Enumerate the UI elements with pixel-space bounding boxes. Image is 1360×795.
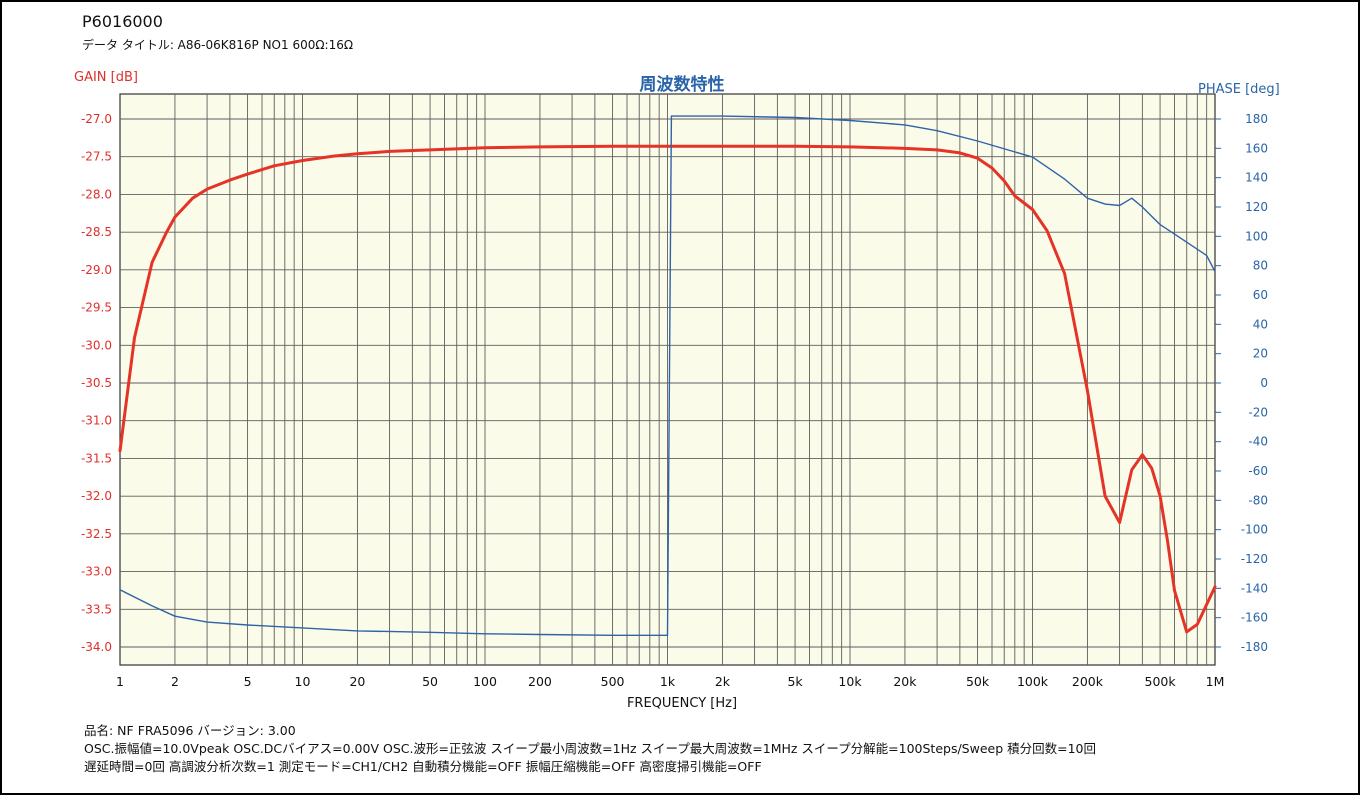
x-tick-label: 5k — [787, 674, 803, 689]
phase-tick-label: -140 — [1241, 581, 1268, 595]
x-tick-label: 500 — [601, 674, 625, 689]
phase-tick-label: -180 — [1241, 640, 1268, 654]
gain-series-line — [118, 144, 1217, 634]
gain-tick-label: -31.0 — [81, 414, 112, 428]
data-title: データ タイトル: A86-06K816P NO1 600Ω:16Ω — [82, 38, 354, 52]
phase-tick-label: -100 — [1241, 523, 1268, 537]
phase-tick-label: -160 — [1241, 611, 1268, 625]
gain-tick-label: -32.0 — [81, 489, 112, 503]
gain-tick-label: -31.5 — [81, 451, 112, 465]
chart-title: 周波数特性 — [639, 75, 725, 95]
x-tick-label: 2k — [715, 674, 731, 689]
x-tick-label: 500k — [1145, 674, 1177, 689]
phase-tick-label: 0 — [1260, 376, 1268, 390]
x-tick-label: 200k — [1072, 674, 1104, 689]
gain-tick-label: -29.5 — [81, 301, 112, 315]
gain-tick-label: -30.5 — [81, 376, 112, 390]
phase-tick-label: -20 — [1248, 405, 1268, 419]
phase-tick-label: -120 — [1241, 552, 1268, 566]
gain-tick-label: -28.0 — [81, 187, 112, 201]
gain-tick-label: -30.0 — [81, 338, 112, 352]
gain-tick-label: -32.5 — [81, 527, 112, 541]
x-tick-label: 1k — [660, 674, 676, 689]
x-tick-label: 50 — [422, 674, 438, 689]
x-tick-label: 100 — [473, 674, 497, 689]
phase-tick-label: 120 — [1245, 200, 1268, 214]
phase-tick-label: 40 — [1253, 317, 1268, 331]
phase-tick-label: -40 — [1248, 435, 1268, 449]
footer-line-3: 遅延時間=0回 高調波分析次数=1 測定モード=CH1/CH2 自動積分機能=O… — [84, 759, 762, 774]
phase-tick-label: 180 — [1245, 112, 1268, 126]
x-tick-label: 10 — [295, 674, 311, 689]
gain-tick-label: -27.0 — [81, 112, 112, 126]
x-tick-label: 200 — [528, 674, 552, 689]
grid — [120, 94, 1215, 665]
x-tick-label: 1 — [116, 674, 124, 689]
x-tick-label: 2 — [171, 674, 179, 689]
x-tick-label: 20 — [349, 674, 365, 689]
gain-tick-label: -34.0 — [81, 640, 112, 654]
footer-line-2: OSC.振幅値=10.0Vpeak OSC.DCバイアス=0.00V OSC.波… — [84, 741, 1097, 756]
x-axis-label: FREQUENCY [Hz] — [626, 696, 738, 711]
x-tick-label: 100k — [1017, 674, 1049, 689]
gain-tick-label: -28.5 — [81, 225, 112, 239]
phase-tick-label: -60 — [1248, 464, 1268, 478]
gain-tick-label: -29.0 — [81, 263, 112, 277]
phase-tick-label: 100 — [1245, 229, 1268, 243]
phase-tick-label: 80 — [1253, 259, 1268, 273]
gain-tick-label: -27.5 — [81, 150, 112, 164]
phase-tick-label: -80 — [1248, 493, 1268, 507]
document-id: P6016000 — [82, 12, 163, 31]
x-tick-label: 10k — [838, 674, 862, 689]
phase-tick-label: 160 — [1245, 141, 1268, 155]
x-tick-label: 5 — [244, 674, 252, 689]
phase-tick-label: 60 — [1253, 288, 1268, 302]
x-tick-label: 50k — [966, 674, 990, 689]
phase-axis-label: PHASE [deg] — [1198, 82, 1280, 97]
gain-axis-label: GAIN [dB] — [74, 70, 138, 85]
gain-tick-label: -33.0 — [81, 565, 112, 579]
x-tick-label: 20k — [893, 674, 917, 689]
phase-tick-label: 20 — [1253, 347, 1268, 361]
gain-tick-label: -33.5 — [81, 602, 112, 616]
footer-line-1: 品名: NF FRA5096 バージョン: 3.00 — [84, 723, 296, 738]
x-tick-label: 1M — [1206, 674, 1225, 689]
phase-tick-label: 140 — [1245, 171, 1268, 185]
phase-series-line — [119, 115, 1216, 636]
